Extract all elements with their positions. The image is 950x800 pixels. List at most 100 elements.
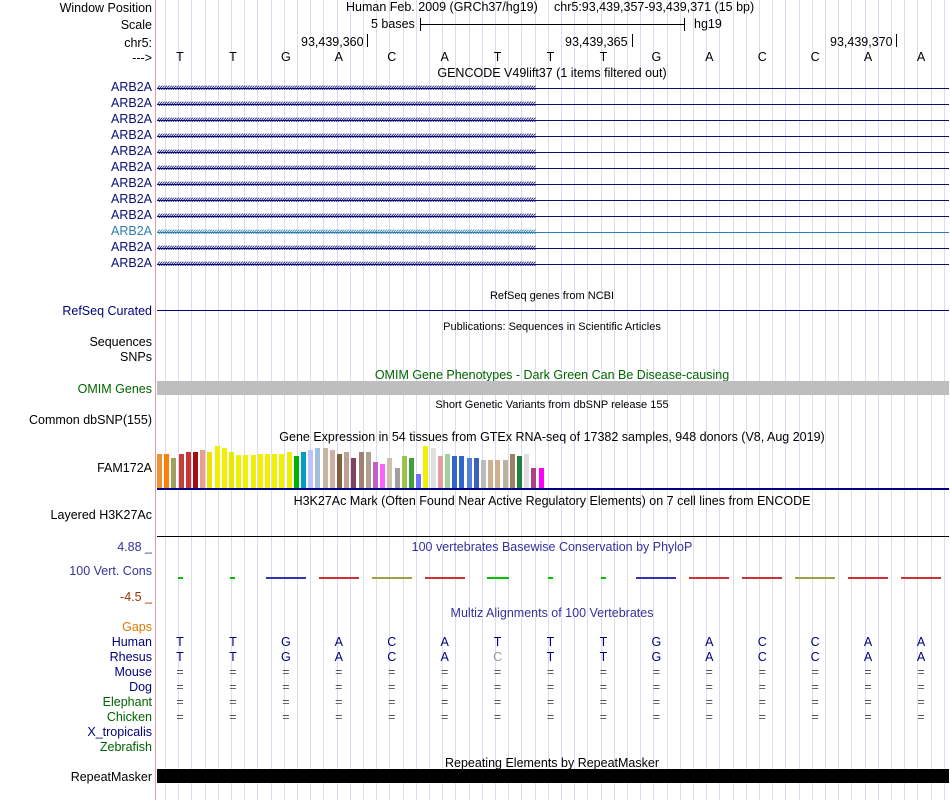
gencode-transcript-label[interactable]: ARB2A (111, 240, 152, 254)
multiz-species-label[interactable]: X_tropicalis (87, 725, 152, 739)
gencode-transcript-label[interactable]: ARB2A (111, 96, 152, 110)
gtex-tissue-bar[interactable] (337, 454, 342, 488)
gtex-tissue-bar[interactable] (171, 458, 177, 488)
gtex-tissue-bar[interactable] (452, 456, 458, 488)
omim-bar[interactable] (157, 381, 949, 395)
gtex-tissue-bar[interactable] (221, 448, 227, 488)
dbsnp-label[interactable]: Common dbSNP(155) (29, 413, 152, 427)
gtex-gene-label[interactable]: FAM172A (97, 461, 152, 475)
gtex-tissue-bar[interactable] (517, 456, 522, 488)
gencode-transcript-label[interactable]: ARB2A (111, 128, 152, 142)
gtex-tissue-bar[interactable] (373, 462, 378, 488)
gtex-tissue-bar[interactable] (409, 458, 414, 488)
gencode-transcript-line[interactable]: ‹‹‹‹‹‹‹‹‹‹‹‹‹‹‹‹‹‹‹‹‹‹‹‹‹‹‹‹‹‹‹‹‹‹‹‹‹‹‹‹… (157, 226, 949, 238)
gtex-tissue-bar[interactable] (466, 458, 472, 488)
gtex-tissue-bar[interactable] (322, 448, 328, 488)
gtex-tissue-bar[interactable] (157, 454, 162, 488)
gencode-transcript-label[interactable]: ARB2A (111, 112, 152, 126)
gencode-transcript-label[interactable]: ARB2A (111, 144, 152, 158)
gencode-transcript-line[interactable]: ‹‹‹‹‹‹‹‹‹‹‹‹‹‹‹‹‹‹‹‹‹‹‹‹‹‹‹‹‹‹‹‹‹‹‹‹‹‹‹‹… (157, 98, 949, 110)
omim-label[interactable]: OMIM Genes (77, 382, 152, 396)
gtex-tissue-bar[interactable] (531, 468, 537, 488)
multiz-species-label[interactable]: Zebrafish (99, 740, 152, 754)
gtex-tissue-bar[interactable] (214, 446, 220, 488)
gtex-tissue-bar[interactable] (401, 456, 407, 488)
gtex-tissue-bar[interactable] (358, 452, 364, 488)
multiz-species-label[interactable]: Rhesus (109, 650, 152, 664)
gencode-transcript-label[interactable]: ARB2A (111, 256, 152, 270)
gencode-transcript-line[interactable]: ‹‹‹‹‹‹‹‹‹‹‹‹‹‹‹‹‹‹‹‹‹‹‹‹‹‹‹‹‹‹‹‹‹‹‹‹‹‹‹‹… (157, 82, 949, 94)
gaps-label[interactable]: Gaps (122, 620, 152, 634)
gtex-tissue-bar[interactable] (351, 458, 357, 488)
gtex-tissue-bar[interactable] (293, 456, 299, 488)
gtex-tissue-bar[interactable] (459, 456, 465, 488)
gtex-tissue-bar[interactable] (279, 454, 285, 488)
gtex-tissue-bar[interactable] (329, 450, 335, 488)
refseq-line[interactable] (157, 310, 949, 311)
gtex-tissue-bar[interactable] (481, 460, 486, 488)
gtex-tissue-bar[interactable] (229, 452, 234, 488)
gencode-transcript-label[interactable]: ARB2A (111, 80, 152, 94)
gtex-tissue-bar[interactable] (380, 464, 386, 488)
gtex-tissue-bar[interactable] (416, 474, 422, 488)
gtex-tissue-bar[interactable] (178, 454, 184, 488)
gencode-transcript-line[interactable]: ‹‹‹‹‹‹‹‹‹‹‹‹‹‹‹‹‹‹‹‹‹‹‹‹‹‹‹‹‹‹‹‹‹‹‹‹‹‹‹‹… (157, 194, 949, 206)
gtex-tissue-bar[interactable] (250, 455, 256, 488)
gtex-tissue-bar[interactable] (423, 446, 429, 488)
multiz-species-label[interactable]: Chicken (106, 710, 152, 724)
gtex-tissue-bar[interactable] (344, 452, 350, 488)
gencode-transcript-line[interactable]: ‹‹‹‹‹‹‹‹‹‹‹‹‹‹‹‹‹‹‹‹‹‹‹‹‹‹‹‹‹‹‹‹‹‹‹‹‹‹‹‹… (157, 210, 949, 222)
refseq-label[interactable]: RefSeq Curated (62, 304, 152, 318)
gtex-tissue-bar[interactable] (207, 452, 213, 488)
gtex-tissue-bar[interactable] (164, 454, 170, 488)
gtex-tissue-bar[interactable] (488, 460, 494, 488)
gencode-transcript-label[interactable]: ARB2A (111, 192, 152, 206)
gtex-tissue-bar[interactable] (200, 450, 206, 488)
gtex-tissue-bar[interactable] (185, 452, 191, 488)
gtex-tissue-bar[interactable] (437, 456, 443, 488)
gencode-transcript-label[interactable]: ARB2A (111, 224, 152, 238)
gtex-tissue-bar[interactable] (538, 468, 544, 488)
gencode-transcript-label[interactable]: ARB2A (111, 160, 152, 174)
gtex-tissue-bar[interactable] (257, 454, 263, 488)
gencode-transcript-label[interactable]: ARB2A (111, 176, 152, 190)
multiz-species-label[interactable]: Human (111, 635, 152, 649)
repeatmasker-bar[interactable] (157, 769, 949, 783)
multiz-species-label[interactable]: Mouse (114, 665, 152, 679)
multiz-species-label[interactable]: Elephant (102, 695, 152, 709)
multiz-species-label[interactable]: Dog (129, 680, 152, 694)
gencode-title[interactable]: GENCODE V49lift37 (1 items filtered out) (437, 66, 667, 80)
conservation-label[interactable]: 100 Vert. Cons (69, 564, 152, 578)
gtex-tissue-bar[interactable] (315, 448, 321, 488)
snps-label[interactable]: SNPs (120, 350, 152, 364)
gtex-tissue-bar[interactable] (365, 452, 371, 488)
gencode-transcript-line[interactable]: ‹‹‹‹‹‹‹‹‹‹‹‹‹‹‹‹‹‹‹‹‹‹‹‹‹‹‹‹‹‹‹‹‹‹‹‹‹‹‹‹… (157, 242, 949, 254)
gencode-transcript-line[interactable]: ‹‹‹‹‹‹‹‹‹‹‹‹‹‹‹‹‹‹‹‹‹‹‹‹‹‹‹‹‹‹‹‹‹‹‹‹‹‹‹‹… (157, 130, 949, 142)
gtex-tissue-bar[interactable] (272, 454, 278, 488)
gtex-tissue-bar[interactable] (243, 455, 249, 488)
repeatmasker-label[interactable]: RepeatMasker (70, 770, 152, 784)
gtex-tissue-bar[interactable] (473, 458, 479, 488)
sequences-label[interactable]: Sequences (89, 335, 152, 349)
gtex-tissue-bar[interactable] (495, 460, 501, 488)
gtex-tissue-bar[interactable] (502, 460, 508, 488)
gencode-transcript-line[interactable]: ‹‹‹‹‹‹‹‹‹‹‹‹‹‹‹‹‹‹‹‹‹‹‹‹‹‹‹‹‹‹‹‹‹‹‹‹‹‹‹‹… (157, 146, 949, 158)
gtex-tissue-bar[interactable] (394, 468, 400, 488)
gtex-tissue-bar[interactable] (430, 448, 436, 488)
gtex-tissue-bar[interactable] (236, 455, 242, 488)
gtex-tissue-bar[interactable] (524, 454, 530, 488)
gtex-tissue-bar[interactable] (286, 452, 292, 488)
gencode-transcript-label[interactable]: ARB2A (111, 208, 152, 222)
gtex-tissue-bar[interactable] (301, 452, 306, 488)
gencode-transcript-line[interactable]: ‹‹‹‹‹‹‹‹‹‹‹‹‹‹‹‹‹‹‹‹‹‹‹‹‹‹‹‹‹‹‹‹‹‹‹‹‹‹‹‹… (157, 114, 949, 126)
gtex-tissue-bar[interactable] (193, 452, 198, 488)
gencode-transcript-line[interactable]: ‹‹‹‹‹‹‹‹‹‹‹‹‹‹‹‹‹‹‹‹‹‹‹‹‹‹‹‹‹‹‹‹‹‹‹‹‹‹‹‹… (157, 178, 949, 190)
gtex-tissue-bar[interactable] (445, 454, 450, 488)
gtex-tissue-bar[interactable] (308, 450, 314, 488)
h3k27ac-label[interactable]: Layered H3K27Ac (50, 508, 152, 522)
gtex-tissue-bar[interactable] (265, 454, 270, 488)
gencode-transcript-line[interactable]: ‹‹‹‹‹‹‹‹‹‹‹‹‹‹‹‹‹‹‹‹‹‹‹‹‹‹‹‹‹‹‹‹‹‹‹‹‹‹‹‹… (157, 258, 949, 270)
gtex-tissue-bar[interactable] (387, 458, 393, 488)
gtex-bar-chart[interactable] (157, 444, 544, 488)
gtex-tissue-bar[interactable] (509, 454, 515, 488)
